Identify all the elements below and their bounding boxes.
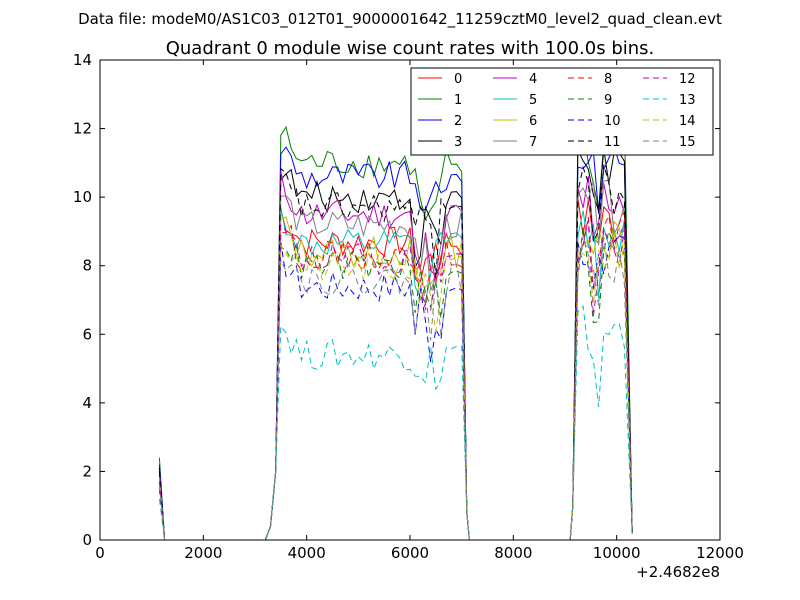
- legend-label-12: 12: [679, 72, 696, 87]
- x-tick-label: 2000: [184, 544, 222, 562]
- y-tick-label: 14: [73, 51, 92, 69]
- legend-label-4: 4: [529, 72, 537, 87]
- legend-label-5: 5: [529, 93, 537, 108]
- legend-label-13: 13: [679, 93, 696, 108]
- legend-label-0: 0: [454, 72, 462, 87]
- y-tick-label: 10: [73, 188, 92, 206]
- chart-title: Quadrant 0 module wise count rates with …: [166, 38, 655, 59]
- y-tick-label: 0: [82, 531, 92, 549]
- y-tick-label: 4: [82, 394, 92, 412]
- legend-label-2: 2: [454, 114, 462, 129]
- figure-suptitle: Data file: modeM0/AS1C03_012T01_90000016…: [78, 10, 722, 29]
- x-offset-label: +2.4682e8: [636, 563, 720, 581]
- legend-label-10: 10: [604, 114, 621, 129]
- y-tick-label: 8: [82, 257, 92, 275]
- x-tick-label: 12000: [696, 544, 744, 562]
- x-tick-label: 4000: [288, 544, 326, 562]
- legend-label-14: 14: [679, 114, 696, 129]
- legend-label-6: 6: [529, 114, 537, 129]
- chart-figure: Data file: modeM0/AS1C03_012T01_90000016…: [0, 0, 800, 600]
- y-tick-label: 2: [82, 462, 92, 480]
- legend-label-1: 1: [454, 93, 462, 108]
- x-tick-label: 8000: [494, 544, 532, 562]
- x-tick-label: 0: [95, 544, 105, 562]
- legend-label-15: 15: [679, 135, 696, 150]
- x-tick-label: 6000: [391, 544, 429, 562]
- legend-label-11: 11: [604, 135, 621, 150]
- y-tick-label: 6: [82, 325, 92, 343]
- x-tick-label: 10000: [593, 544, 641, 562]
- y-tick-label: 12: [73, 120, 92, 138]
- legend-label-7: 7: [529, 135, 537, 150]
- legend-label-9: 9: [604, 93, 612, 108]
- legend-label-8: 8: [604, 72, 612, 87]
- legend-label-3: 3: [454, 135, 462, 150]
